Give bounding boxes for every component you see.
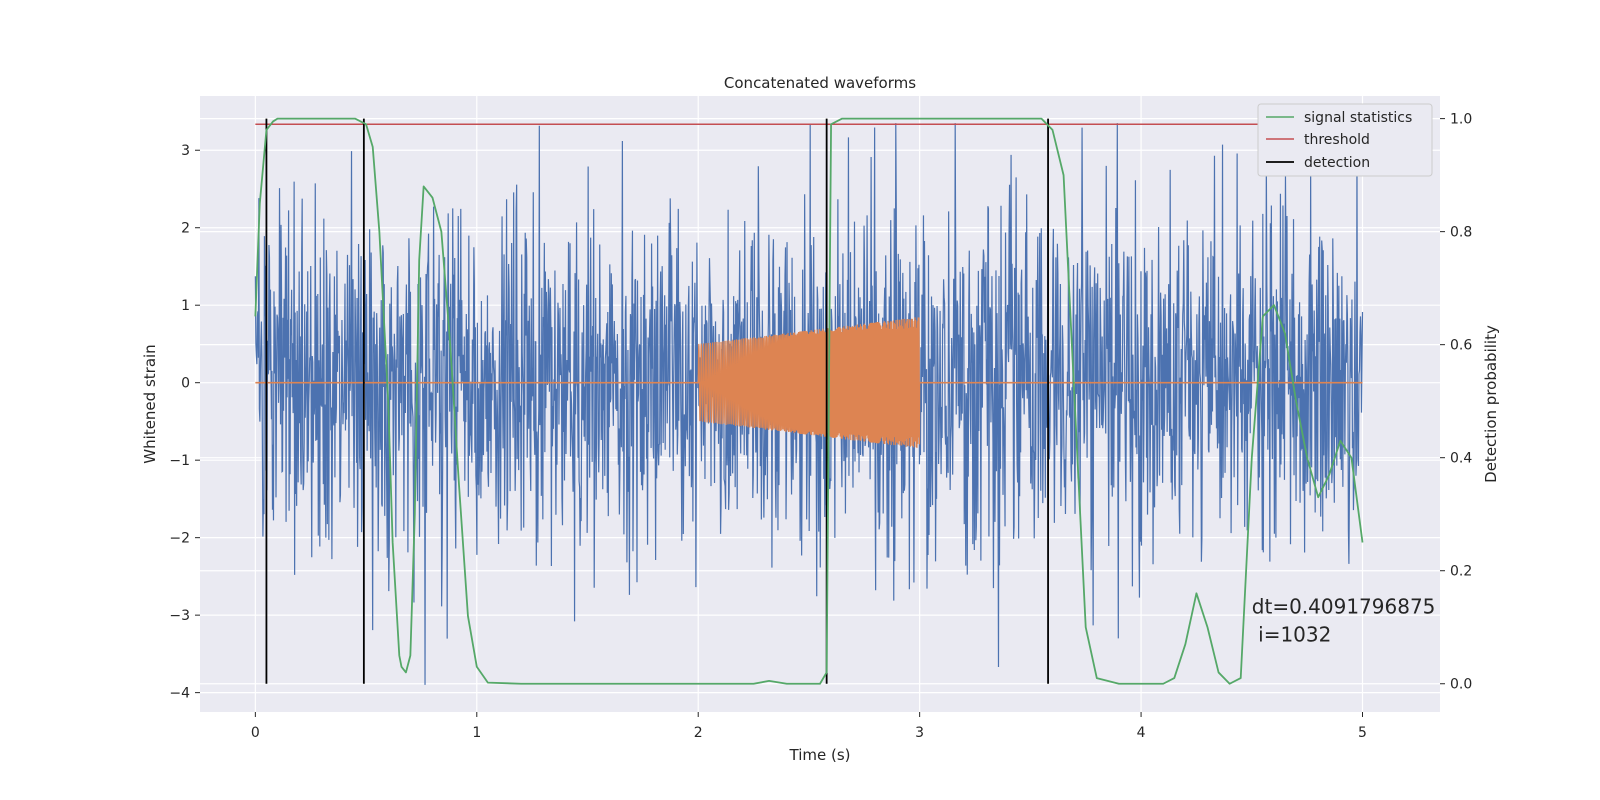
x-tick-label: 3 xyxy=(915,725,924,741)
y-tick-label: −2 xyxy=(169,531,190,547)
legend: signal statistics threshold detection xyxy=(1257,103,1433,177)
annotation-index: i=1032 xyxy=(1252,623,1332,647)
y2-tick-label: 0.0 xyxy=(1450,677,1472,693)
y-tick-label: −4 xyxy=(169,686,190,702)
chart-title: Concatenated waveforms xyxy=(724,74,916,92)
legend-label-signal-statistics: signal statistics xyxy=(1304,110,1412,126)
x-tick-label: 5 xyxy=(1358,725,1367,741)
y-axis-label: Whitened strain xyxy=(141,344,159,463)
y2-tick-label: 0.4 xyxy=(1450,451,1472,467)
x-tick-label: 0 xyxy=(251,725,260,741)
y-tick-label: 0 xyxy=(181,376,190,392)
y-tick-label: 1 xyxy=(181,298,190,314)
y2-tick-label: 0.6 xyxy=(1450,338,1472,354)
y2-tick-label: 0.8 xyxy=(1450,225,1472,241)
legend-label-detection: detection xyxy=(1304,155,1370,171)
y-tick-label: −3 xyxy=(169,608,190,624)
x-tick-label: 1 xyxy=(472,725,481,741)
signal-statistics-line xyxy=(254,117,1364,685)
y-tick-label: −1 xyxy=(169,453,190,469)
y2-tick-label: 0.2 xyxy=(1450,564,1472,580)
y2-tick-label: 1.0 xyxy=(1450,112,1472,128)
x-axis-label: Time (s) xyxy=(789,746,851,764)
annotation-dt: dt=0.4091796875 xyxy=(1252,595,1436,619)
y-tick-label: 2 xyxy=(181,221,190,237)
y-tick-label: 3 xyxy=(181,143,190,159)
x-tick-label: 2 xyxy=(694,725,703,741)
x-tick-label: 4 xyxy=(1137,725,1146,741)
legend-box xyxy=(1257,103,1433,177)
y2-axis-label: Detection probability xyxy=(1482,325,1500,483)
injection-chirp-line xyxy=(697,317,921,448)
plot-area xyxy=(254,117,1364,685)
ticks: 0 1 2 3 4 5 −4 −3 −2 −1 0 1 2 3 0.0 0.2 0.4 0.6 0.8 1.0 xyxy=(169,112,1472,741)
legend-label-threshold: threshold xyxy=(1304,132,1370,148)
strain-series-line xyxy=(254,123,1364,685)
